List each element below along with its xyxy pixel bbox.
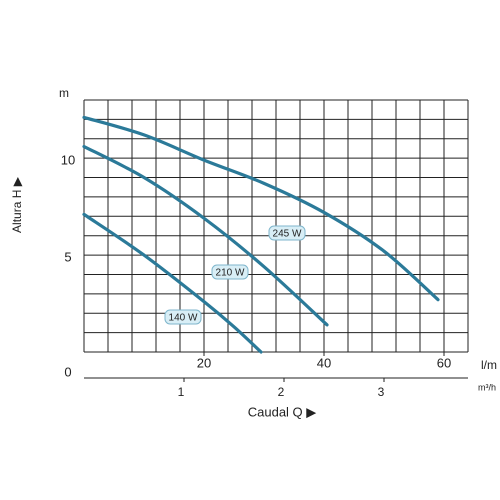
curve <box>82 115 440 302</box>
x2-tick-label: 3 <box>378 385 385 399</box>
y-tick-label: 5 <box>64 250 71 265</box>
y-axis-label: Altura H ▶ <box>10 176 24 233</box>
series-tag <box>211 264 249 280</box>
curve <box>82 144 329 327</box>
x2-tick-label: 2 <box>278 385 285 399</box>
series-label: 245 W <box>273 229 302 240</box>
x2-unit: m³/h <box>478 382 496 392</box>
x-axis-label: Caudal Q ▶ <box>248 404 317 419</box>
x-tick-label: 20 <box>197 355 211 370</box>
series-label: 210 W <box>216 268 245 279</box>
curve <box>82 212 263 354</box>
series-tag <box>164 309 202 325</box>
x-tick-label: 40 <box>317 355 331 370</box>
x2-tick-label: 1 <box>178 385 185 399</box>
x-tick-label: 60 <box>437 355 451 370</box>
y-tick-label: 10 <box>61 153 75 168</box>
series-label: 140 W <box>169 313 198 324</box>
y-unit: m <box>59 86 69 100</box>
x-unit: l/m <box>481 358 497 372</box>
y-tick-label: 0 <box>64 364 71 379</box>
series-tag <box>268 225 306 241</box>
